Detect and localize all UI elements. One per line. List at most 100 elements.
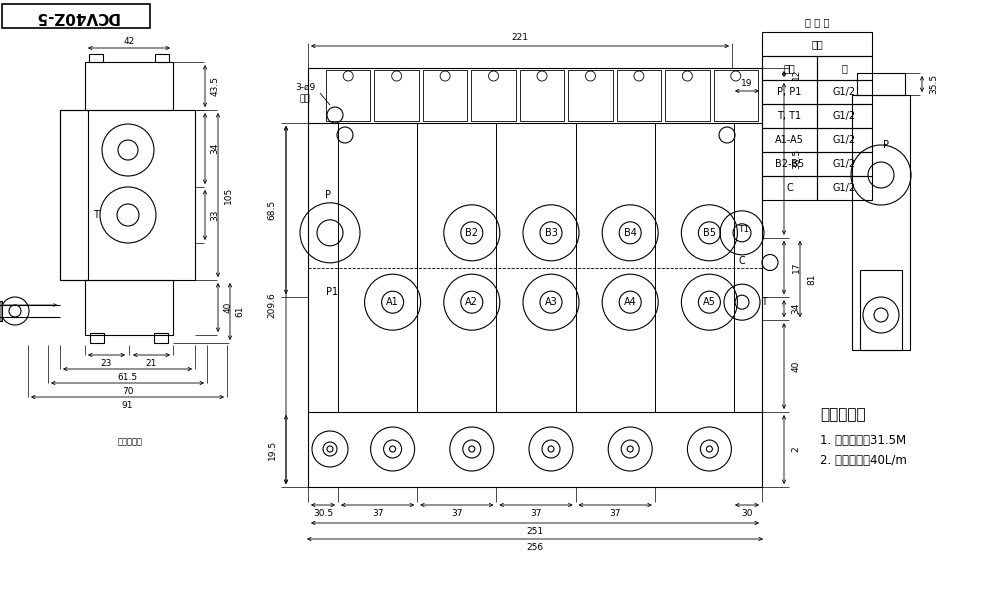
Text: 209.6: 209.6 (268, 292, 276, 318)
Text: T1: T1 (738, 225, 750, 234)
Text: 30: 30 (741, 509, 753, 517)
Text: 37: 37 (372, 509, 383, 517)
Bar (0, 301, 2, 321)
Bar (817, 80, 872, 104)
Text: 221: 221 (512, 34, 528, 42)
Bar (860, 270, 902, 350)
Text: P: P (325, 190, 331, 200)
Text: 33: 33 (210, 209, 220, 221)
Text: 21: 21 (146, 359, 157, 368)
Text: 37: 37 (609, 509, 621, 517)
Bar (762, 104, 817, 128)
Text: 81: 81 (808, 273, 816, 285)
Text: 2. 额定流量：40L/m: 2. 额定流量：40L/m (820, 454, 907, 467)
Text: 19: 19 (741, 78, 753, 87)
Text: 液压原理图: 液压原理图 (118, 438, 143, 447)
Bar (423, 70, 467, 121)
Text: 3-ø9: 3-ø9 (295, 83, 315, 91)
Bar (568, 70, 613, 121)
Text: 螺 纹 规: 螺 纹 规 (805, 17, 829, 27)
Bar (817, 176, 872, 200)
Text: G1/2: G1/2 (833, 135, 856, 145)
Text: 34: 34 (210, 143, 220, 154)
Bar (85, 280, 173, 335)
Text: T: T (761, 297, 767, 307)
Text: 40: 40 (792, 360, 800, 372)
Text: B5: B5 (703, 228, 716, 238)
Bar (665, 70, 710, 121)
Bar (60, 110, 88, 280)
Text: G1/2: G1/2 (833, 159, 856, 169)
Bar (762, 80, 817, 104)
Text: P, P1: P, P1 (777, 87, 802, 97)
Bar (326, 70, 370, 121)
Bar (90, 333, 104, 343)
Bar (762, 128, 817, 152)
Text: B2: B2 (465, 228, 478, 238)
Bar (617, 70, 661, 121)
Text: 105: 105 (224, 186, 232, 204)
Text: 2: 2 (792, 447, 800, 453)
Text: 91: 91 (122, 401, 133, 409)
Text: 40: 40 (224, 302, 232, 313)
Bar (714, 70, 758, 121)
Text: 34: 34 (792, 303, 800, 314)
Bar (762, 32, 872, 56)
Text: C: C (786, 183, 793, 193)
Text: P1: P1 (326, 287, 338, 297)
Text: C: C (739, 255, 745, 266)
Text: 19.5: 19.5 (268, 440, 276, 460)
Text: 42: 42 (123, 37, 135, 45)
Bar (89, 54, 103, 62)
Bar (762, 152, 817, 176)
Text: 70: 70 (122, 386, 133, 395)
Text: 251: 251 (526, 526, 544, 536)
Bar (85, 62, 173, 110)
Text: 技术参数：: 技术参数： (820, 408, 866, 422)
Text: A4: A4 (624, 297, 637, 307)
Text: 37: 37 (451, 509, 463, 517)
Text: 61: 61 (236, 306, 244, 317)
Text: DCV40Z-5: DCV40Z-5 (34, 8, 118, 24)
Text: A1-A5: A1-A5 (775, 135, 804, 145)
Text: 阀体: 阀体 (811, 39, 823, 49)
Text: G1/2: G1/2 (833, 87, 856, 97)
Bar (2, 4, 150, 28)
Text: 30.5: 30.5 (313, 509, 333, 517)
Bar (471, 70, 516, 121)
Bar (817, 104, 872, 128)
Text: 37: 37 (530, 509, 542, 517)
Text: 1. 额定压力：31.5M: 1. 额定压力：31.5M (820, 434, 906, 447)
Text: 12: 12 (792, 68, 800, 80)
Text: G1/2: G1/2 (833, 183, 856, 193)
Bar (154, 333, 168, 343)
Bar (852, 95, 910, 350)
Text: 38.5: 38.5 (792, 149, 802, 169)
Text: P: P (883, 140, 889, 150)
Text: 68.5: 68.5 (268, 200, 276, 220)
Text: G1/2: G1/2 (833, 111, 856, 121)
Bar (817, 152, 872, 176)
Text: 35.5: 35.5 (930, 74, 938, 94)
Text: 17: 17 (792, 262, 800, 273)
Bar (155, 54, 169, 62)
Bar (817, 128, 872, 152)
Bar (308, 68, 762, 487)
Text: 23: 23 (101, 359, 112, 368)
Text: 通孔: 通孔 (300, 94, 310, 103)
Bar (817, 56, 872, 80)
Text: 格: 格 (842, 63, 847, 73)
Text: T: T (93, 210, 99, 220)
Bar (857, 73, 905, 95)
Bar (60, 110, 195, 280)
Text: 接口: 接口 (784, 63, 795, 73)
Text: A3: A3 (545, 297, 557, 307)
Text: T, T1: T, T1 (777, 111, 802, 121)
Bar (374, 70, 419, 121)
Text: 61.5: 61.5 (117, 372, 138, 382)
Text: B2-B5: B2-B5 (775, 159, 804, 169)
Text: B3: B3 (545, 228, 557, 238)
Bar (520, 70, 564, 121)
Bar (762, 56, 817, 80)
Text: 43.5: 43.5 (210, 76, 220, 96)
